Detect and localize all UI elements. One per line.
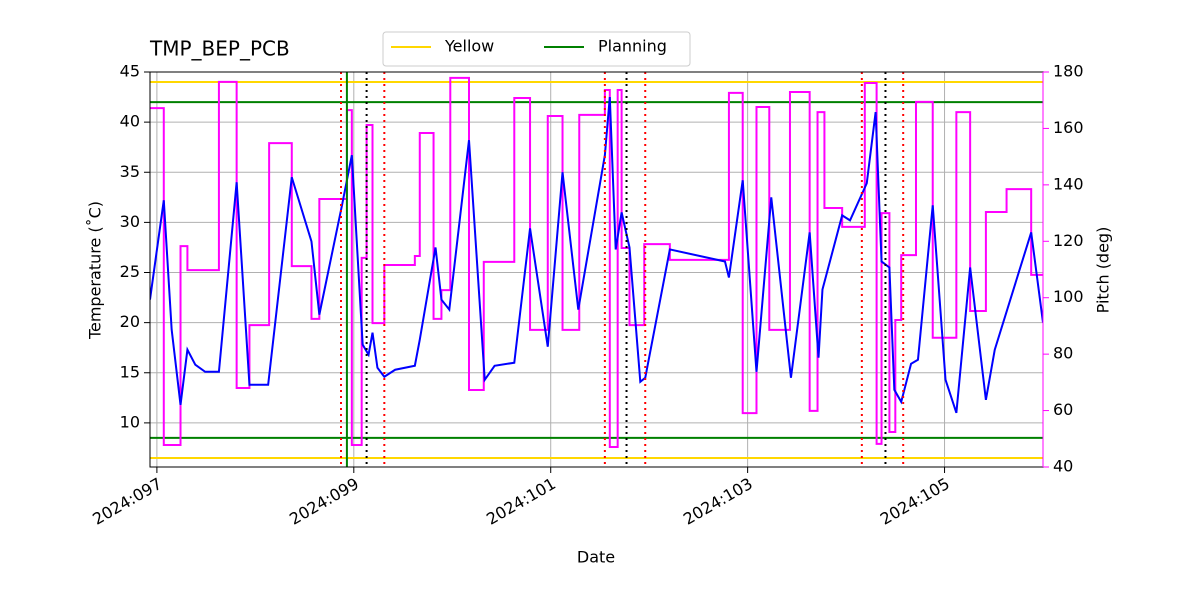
x-tick-label: 2024:097 xyxy=(89,474,165,529)
x-tick-label: 2024:099 xyxy=(286,474,362,529)
y-tick-label: 30 xyxy=(120,212,140,231)
y-tick-label: 35 xyxy=(120,162,140,181)
y-tick-label: 45 xyxy=(120,62,140,81)
y-tick-label: 15 xyxy=(120,362,140,381)
x-tick-label: 2024:105 xyxy=(877,474,953,529)
y2-tick-label: 180 xyxy=(1053,62,1084,81)
y2-tick-label: 160 xyxy=(1053,118,1084,137)
y2-tick-label: 60 xyxy=(1053,400,1073,419)
y-tick-label: 10 xyxy=(120,412,140,431)
y-axis-label: Temperature (˚C) xyxy=(86,201,105,340)
series-line xyxy=(150,96,1043,414)
y2-axis-label: Pitch (deg) xyxy=(1094,227,1113,314)
y2-tick-label: 140 xyxy=(1053,174,1084,193)
legend-label: Planning xyxy=(598,37,667,56)
y2-tick-label: 100 xyxy=(1053,287,1084,306)
series-line xyxy=(150,76,1043,448)
plot-frame xyxy=(149,71,1044,468)
x-axis-label: Date xyxy=(577,548,615,567)
y2-tick-label: 80 xyxy=(1053,344,1073,363)
y-tick-label: 20 xyxy=(120,312,140,331)
chart-title: TMP_BEP_PCB xyxy=(149,37,290,61)
y2-tick-label: 40 xyxy=(1053,457,1073,476)
x-tick-label: 2024:103 xyxy=(680,474,756,529)
y-tick-label: 25 xyxy=(120,262,140,281)
y2-tick-label: 120 xyxy=(1053,231,1084,250)
legend-box xyxy=(382,31,691,67)
legend-label: Yellow xyxy=(444,37,494,56)
y-tick-label: 40 xyxy=(120,112,140,131)
x-tick-label: 2024:101 xyxy=(483,474,559,529)
